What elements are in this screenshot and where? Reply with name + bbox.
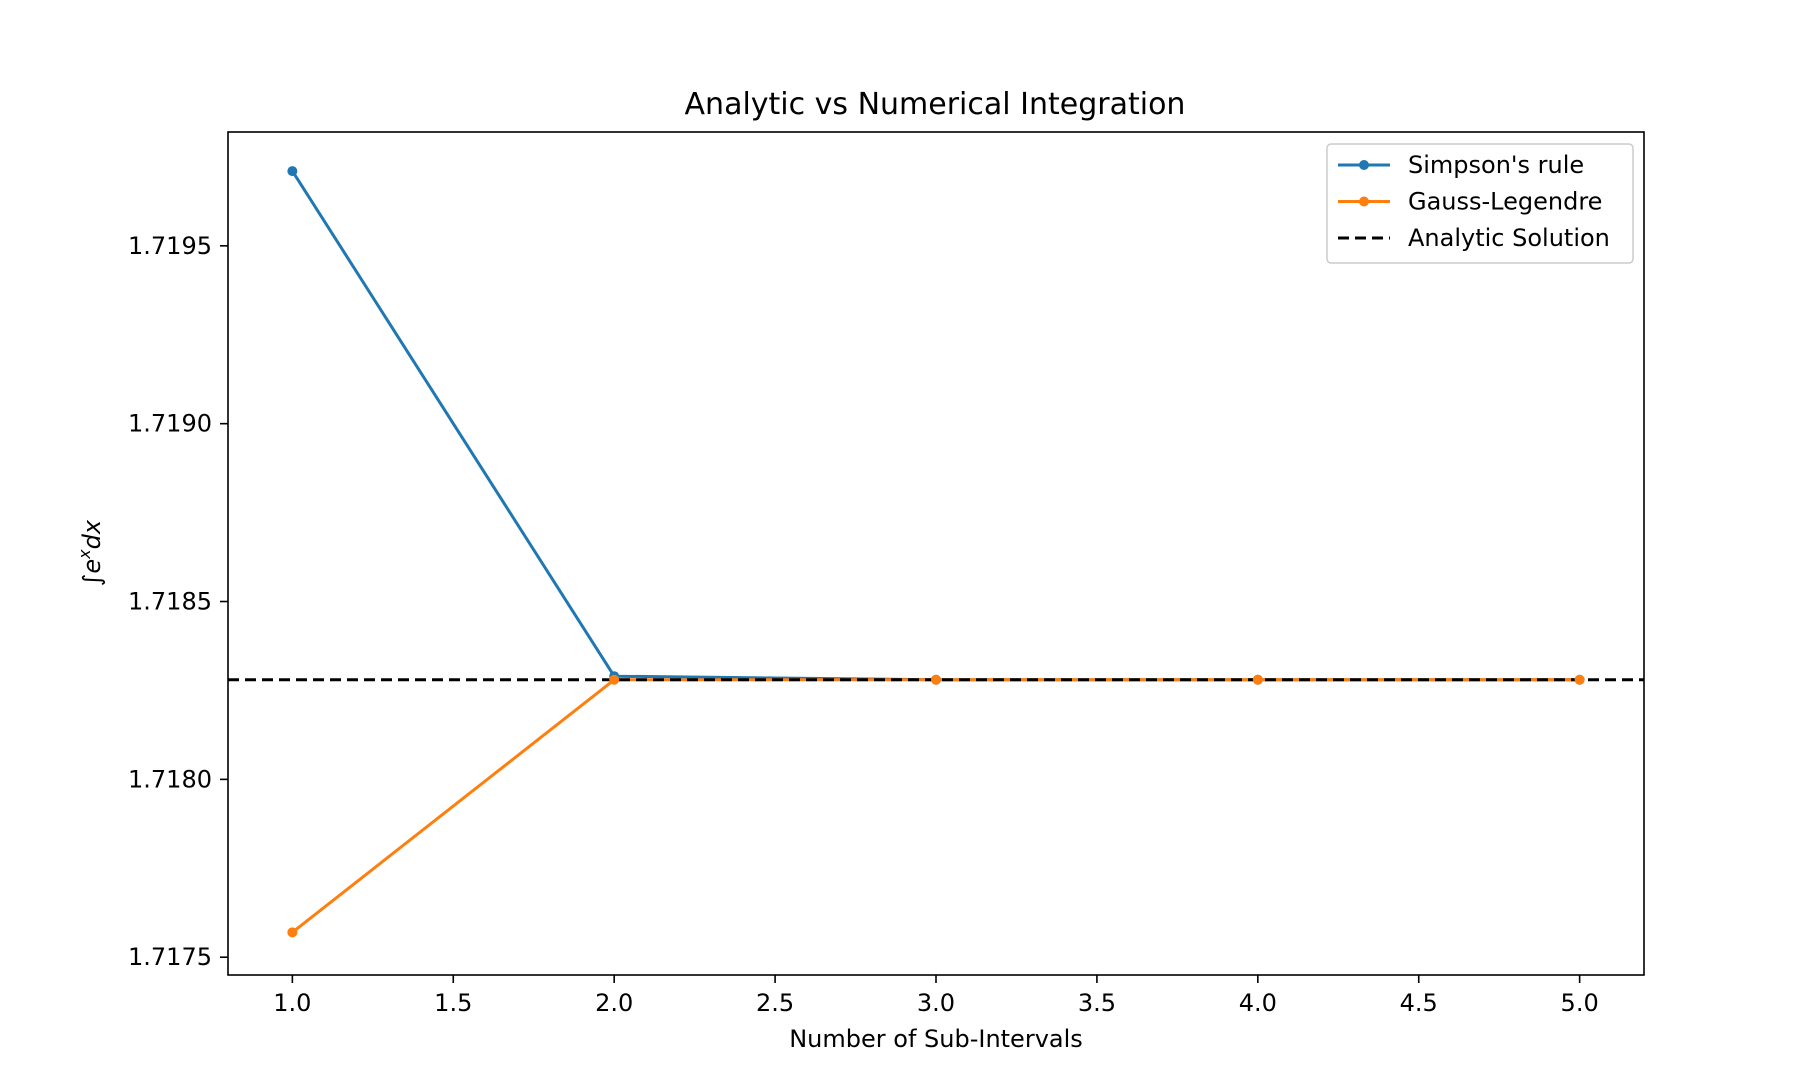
x-tick-label: 5.0	[1561, 989, 1599, 1017]
y-tick-label: 1.7180	[128, 765, 212, 793]
y-axis-label-base: e	[78, 559, 106, 574]
x-tick-label: 4.0	[1239, 989, 1277, 1017]
x-tick-label: 1.0	[273, 989, 311, 1017]
y-axis: 1.7175 1.7180 1.7185 1.7190 1.7195	[128, 232, 228, 971]
x-tick-label: 2.5	[756, 989, 794, 1017]
x-tick-label: 3.5	[1078, 989, 1116, 1017]
legend-label-analytic-solution: Analytic Solution	[1408, 224, 1610, 252]
data-point-gauss-legendre	[1252, 674, 1263, 685]
plot-lines	[228, 170, 1644, 934]
x-tick-label: 2.0	[595, 989, 633, 1017]
y-tick-label: 1.7175	[128, 943, 212, 971]
legend-label-simpsons-rule: Simpson's rule	[1408, 151, 1584, 179]
series-line-gauss-legendre	[291, 678, 1580, 934]
x-tick-label: 3.0	[917, 989, 955, 1017]
legend: Simpson's rule Gauss-Legendre Analytic Sol…	[1326, 143, 1634, 264]
x-axis: 1.0 1.5 2.0 2.5 3.0 3.5 4.0 4.5 5.0	[273, 975, 1599, 1017]
y-axis-label-superscript: x	[75, 549, 94, 560]
legend-marker-simpsons-rule	[1359, 160, 1369, 170]
legend-marker-gauss-legendre	[1359, 196, 1369, 207]
y-axis-label-integral: ∫	[78, 574, 106, 587]
x-tick-label: 4.5	[1400, 989, 1438, 1017]
data-point-gauss-legendre	[287, 927, 298, 938]
legend-box	[1326, 143, 1634, 264]
y-tick-label: 1.7190	[128, 410, 212, 438]
legend-entries: Simpson's rule Gauss-Legendre Analytic Sol…	[1338, 151, 1610, 252]
data-point-gauss-legendre	[609, 674, 620, 685]
data-point-gauss-legendre	[931, 674, 941, 685]
y-axis-label-tail: dx	[78, 519, 106, 549]
data-point-simpsons-rule	[287, 166, 298, 177]
legend-label-gauss-legendre: Gauss-Legendre	[1408, 188, 1602, 216]
x-tick-label: 1.5	[434, 989, 472, 1017]
x-axis-label: Number of Sub-Intervals	[789, 1025, 1083, 1053]
y-tick-label: 1.7185	[128, 588, 212, 616]
y-axis-label: ∫exdx	[75, 519, 106, 586]
data-point-gauss-legendre	[1574, 674, 1585, 685]
plot-markers	[287, 166, 1585, 938]
y-tick-label: 1.7195	[128, 232, 212, 260]
chart-title: Analytic vs Numerical Integration	[685, 87, 1186, 122]
